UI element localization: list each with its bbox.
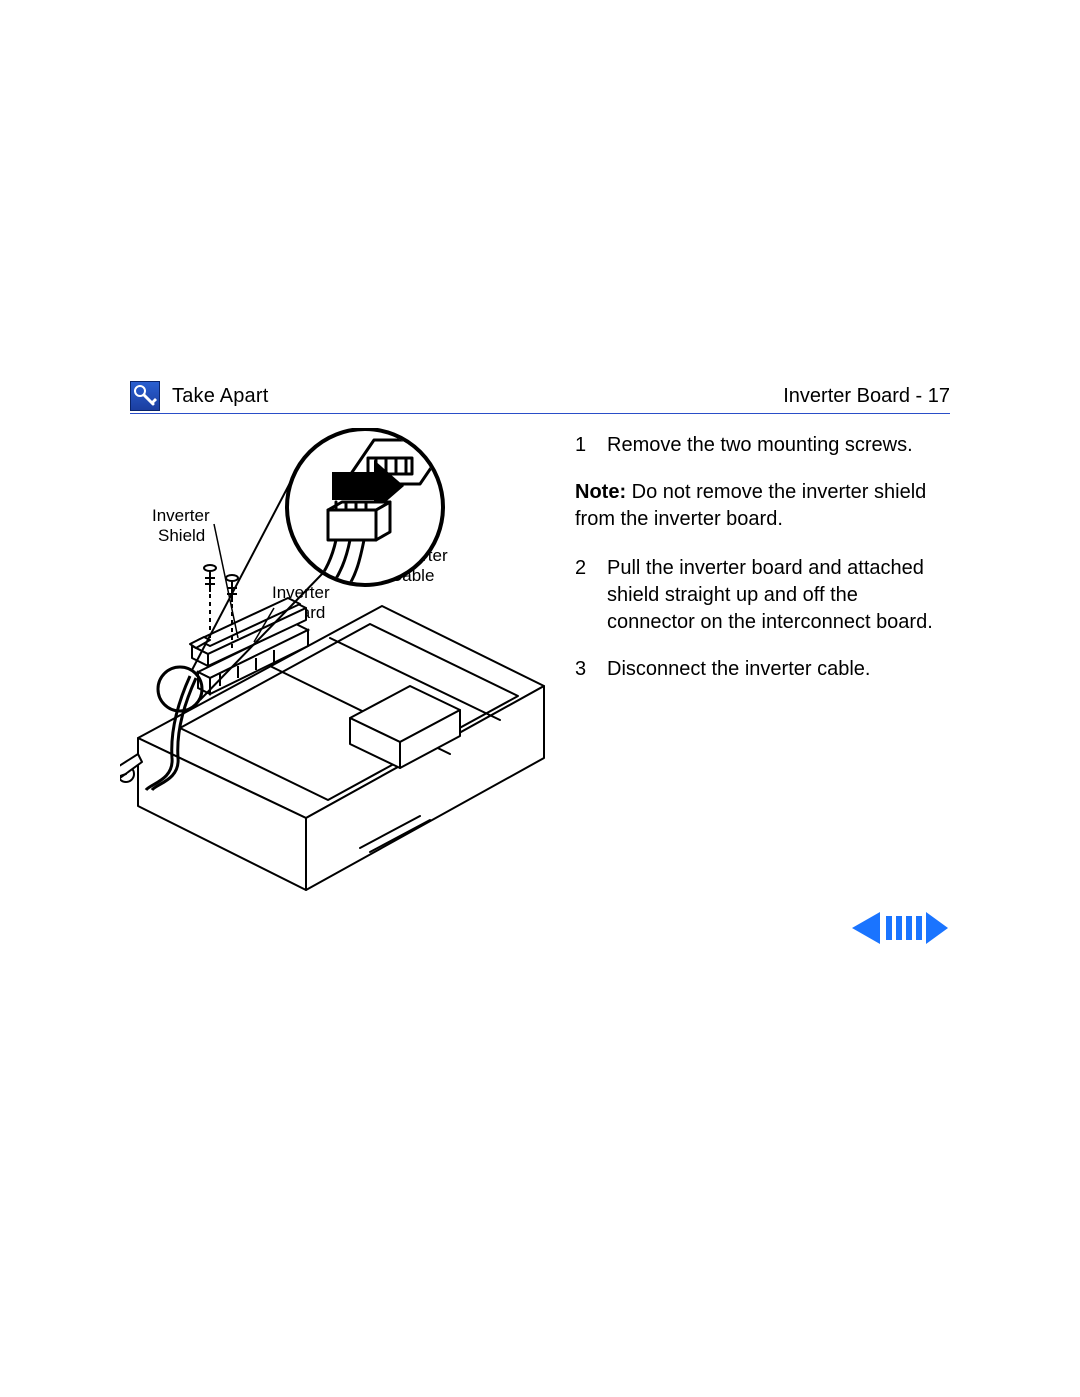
page-header: Take Apart Inverter Board - 17 bbox=[130, 385, 950, 421]
exploded-diagram: Inverter Shield Inverter Board Inverter … bbox=[120, 428, 550, 948]
section-title: Take Apart bbox=[172, 385, 269, 408]
step-text: Disconnect the inverter cable. bbox=[607, 656, 935, 683]
header-rule bbox=[130, 413, 950, 414]
note: Note: Do not remove the inverter shield … bbox=[575, 479, 935, 533]
step-3: 3 Disconnect the inverter cable. bbox=[575, 656, 935, 683]
step-1: 1 Remove the two mounting screws. bbox=[575, 432, 935, 459]
note-prefix: Note: bbox=[575, 481, 626, 503]
page-title: Inverter Board - 17 bbox=[783, 385, 950, 408]
nav-bars-icon bbox=[886, 916, 922, 940]
step-number: 3 bbox=[575, 656, 593, 683]
document-page: Take Apart Inverter Board - 17 1 Remove … bbox=[0, 0, 1080, 1397]
prev-page-arrow[interactable] bbox=[852, 912, 880, 944]
note-text: Do not remove the inverter shield from t… bbox=[575, 481, 926, 530]
page-nav bbox=[850, 908, 950, 948]
next-page-arrow[interactable] bbox=[926, 912, 948, 944]
step-2: 2 Pull the inverter board and attached s… bbox=[575, 555, 935, 636]
instruction-column: 1 Remove the two mounting screws. Note: … bbox=[575, 432, 935, 703]
diagram-svg bbox=[120, 428, 550, 948]
tool-icon bbox=[130, 381, 160, 411]
step-text: Pull the inverter board and attached shi… bbox=[607, 555, 935, 636]
step-text: Remove the two mounting screws. bbox=[607, 432, 935, 459]
step-number: 1 bbox=[575, 432, 593, 459]
step-number: 2 bbox=[575, 555, 593, 636]
